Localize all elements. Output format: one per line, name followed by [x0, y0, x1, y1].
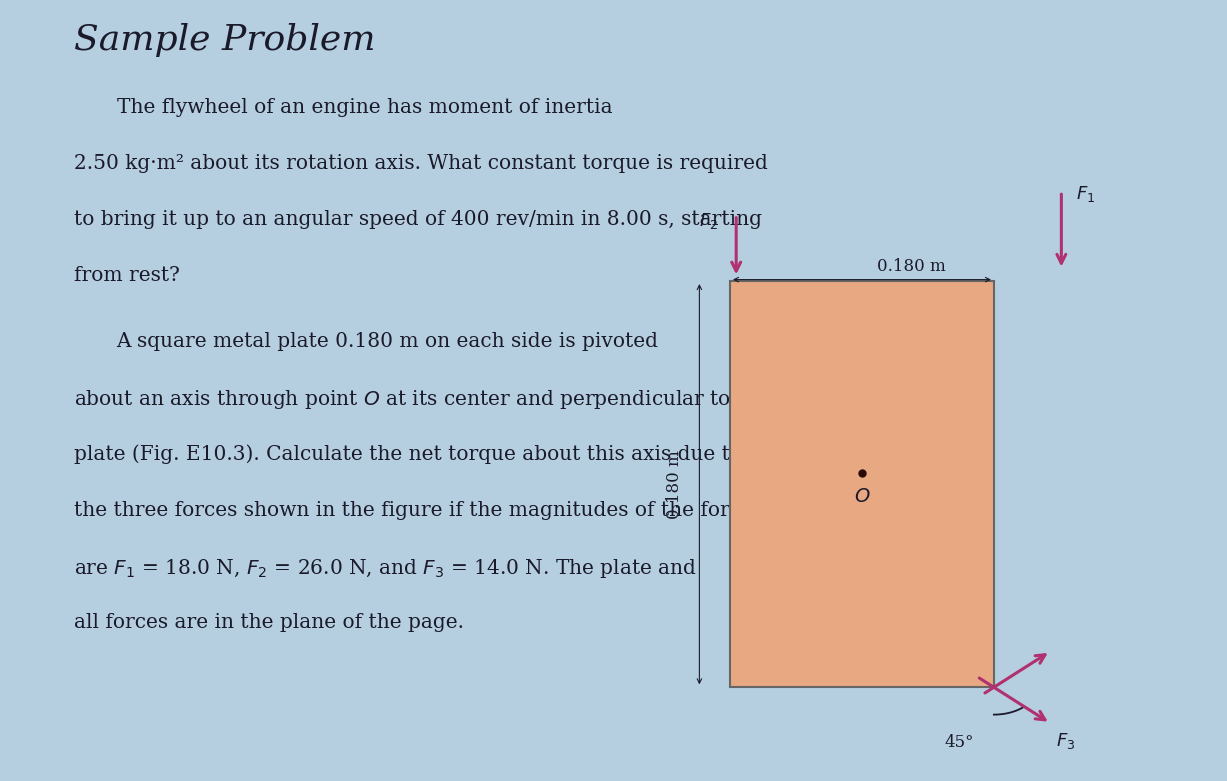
Text: 45°: 45° [945, 734, 974, 751]
Text: A square metal plate 0.180 m on each side is pivoted: A square metal plate 0.180 m on each sid… [117, 332, 659, 351]
Text: $F_1$: $F_1$ [1076, 184, 1096, 204]
Text: to bring it up to an angular speed of 400 rev/min in 8.00 s, starting: to bring it up to an angular speed of 40… [74, 210, 762, 229]
Text: The flywheel of an engine has moment of inertia: The flywheel of an engine has moment of … [117, 98, 612, 116]
Text: about an axis through point $O$ at its center and perpendicular to the: about an axis through point $O$ at its c… [74, 388, 769, 411]
Text: 2.50 kg·m² about its rotation axis. What constant torque is required: 2.50 kg·m² about its rotation axis. What… [74, 154, 768, 173]
Text: plate (Fig. E10.3). Calculate the net torque about this axis due to: plate (Fig. E10.3). Calculate the net to… [74, 444, 741, 464]
Text: 0.180 m: 0.180 m [666, 450, 683, 519]
Text: Sample Problem: Sample Problem [74, 23, 375, 58]
Text: 0.180 m: 0.180 m [876, 258, 946, 275]
Text: the three forces shown in the figure if the magnitudes of the forces: the three forces shown in the figure if … [74, 501, 763, 519]
Text: from rest?: from rest? [74, 266, 179, 285]
Bar [730, 281, 994, 687]
Text: $F_3$: $F_3$ [1056, 731, 1076, 751]
Text: $F_2$: $F_2$ [698, 211, 718, 231]
Text: are $F_1$ = 18.0 N, $F_2$ = 26.0 N, and $F_3$ = 14.0 N. The plate and: are $F_1$ = 18.0 N, $F_2$ = 26.0 N, and … [74, 557, 697, 580]
Text: $O$: $O$ [854, 488, 870, 506]
Text: all forces are in the plane of the page.: all forces are in the plane of the page. [74, 613, 464, 632]
